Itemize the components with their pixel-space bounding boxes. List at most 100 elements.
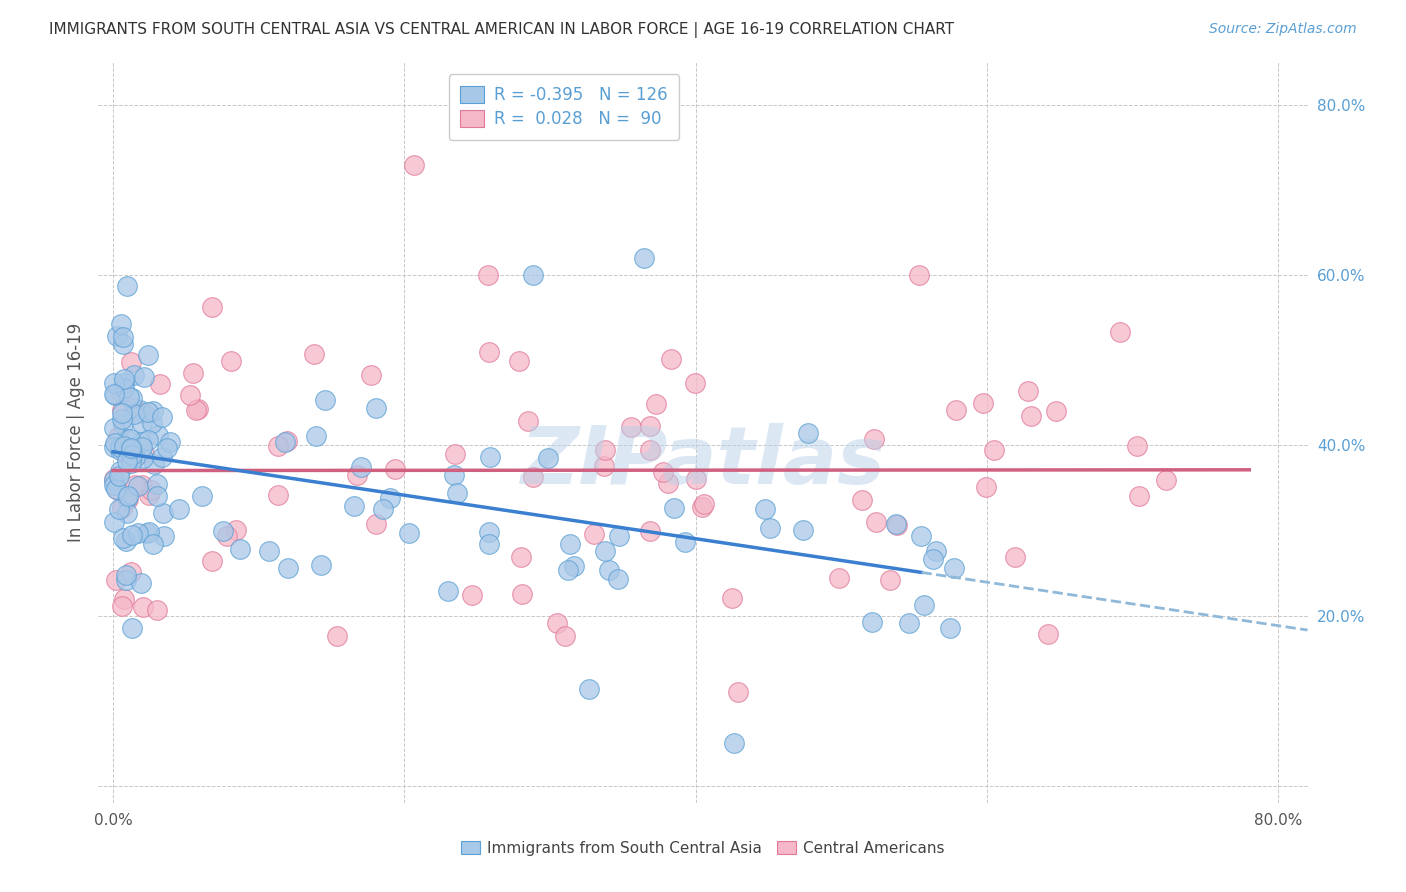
Point xyxy=(103,376,125,391)
Point xyxy=(578,681,600,696)
Point xyxy=(863,432,886,446)
Point xyxy=(364,516,387,531)
Point xyxy=(103,478,125,492)
Point xyxy=(884,516,907,531)
Point xyxy=(593,544,616,558)
Point xyxy=(111,599,134,613)
Point xyxy=(134,446,156,460)
Point xyxy=(111,531,134,545)
Point xyxy=(150,450,173,465)
Point xyxy=(187,401,209,416)
Point xyxy=(114,573,136,587)
Point xyxy=(184,403,207,417)
Point xyxy=(593,458,616,473)
Point xyxy=(142,537,165,551)
Point xyxy=(1045,404,1067,418)
Point xyxy=(136,348,159,362)
Point xyxy=(110,318,132,332)
Point xyxy=(276,434,298,449)
Point xyxy=(797,425,820,440)
Point xyxy=(201,301,224,315)
Point xyxy=(159,434,181,449)
Point xyxy=(132,451,155,466)
Point xyxy=(112,372,135,386)
Point xyxy=(120,355,142,369)
Point xyxy=(1019,409,1042,424)
Point xyxy=(727,685,749,699)
Point xyxy=(105,482,128,496)
Point xyxy=(103,387,125,401)
Point xyxy=(124,450,146,464)
Point xyxy=(945,403,967,417)
Point xyxy=(138,488,160,502)
Point xyxy=(127,525,149,540)
Point xyxy=(121,451,143,466)
Point xyxy=(115,506,138,520)
Point xyxy=(156,442,179,456)
Text: IMMIGRANTS FROM SOUTH CENTRAL ASIA VS CENTRAL AMERICAN IN LABOR FORCE | AGE 16-1: IMMIGRANTS FROM SOUTH CENTRAL ASIA VS CE… xyxy=(49,22,955,38)
Point xyxy=(851,493,873,508)
Point xyxy=(104,435,127,450)
Point xyxy=(879,573,901,587)
Point xyxy=(478,524,501,539)
Point xyxy=(191,489,214,503)
Point xyxy=(1017,384,1039,399)
Point xyxy=(792,523,814,537)
Point xyxy=(685,472,707,486)
Point xyxy=(111,501,134,516)
Point xyxy=(124,368,146,383)
Point xyxy=(122,401,145,415)
Point xyxy=(302,347,325,361)
Point xyxy=(120,456,142,470)
Point xyxy=(225,523,247,537)
Point xyxy=(136,433,159,447)
Point xyxy=(146,428,169,442)
Point xyxy=(360,368,382,382)
Point xyxy=(983,443,1005,458)
Point xyxy=(910,529,932,543)
Point xyxy=(112,591,135,606)
Point xyxy=(508,354,530,368)
Point xyxy=(117,491,139,506)
Point xyxy=(105,328,128,343)
Point xyxy=(398,525,420,540)
Point xyxy=(141,483,163,497)
Point xyxy=(938,621,960,635)
Point xyxy=(912,598,935,612)
Point xyxy=(1125,439,1147,453)
Point xyxy=(510,549,533,564)
Point xyxy=(349,459,371,474)
Point xyxy=(112,381,135,395)
Point xyxy=(721,591,744,605)
Point xyxy=(314,393,336,408)
Point xyxy=(925,544,948,558)
Point xyxy=(132,406,155,420)
Point xyxy=(201,554,224,568)
Point xyxy=(129,434,152,449)
Point xyxy=(122,407,145,421)
Point xyxy=(437,584,460,599)
Point xyxy=(153,529,176,543)
Point xyxy=(136,525,159,540)
Point xyxy=(723,736,745,750)
Point xyxy=(115,448,138,462)
Point xyxy=(129,403,152,417)
Point xyxy=(136,405,159,419)
Point xyxy=(114,568,136,582)
Point xyxy=(366,401,388,415)
Point xyxy=(111,337,134,351)
Point xyxy=(974,480,997,494)
Point xyxy=(860,615,883,629)
Point xyxy=(118,390,141,404)
Point xyxy=(111,407,134,421)
Point xyxy=(346,468,368,483)
Point xyxy=(103,473,125,487)
Point xyxy=(607,572,630,586)
Point xyxy=(146,489,169,503)
Point xyxy=(107,430,129,444)
Point xyxy=(120,441,142,455)
Point xyxy=(134,370,156,384)
Point xyxy=(124,477,146,491)
Point xyxy=(690,500,713,515)
Point xyxy=(179,388,201,402)
